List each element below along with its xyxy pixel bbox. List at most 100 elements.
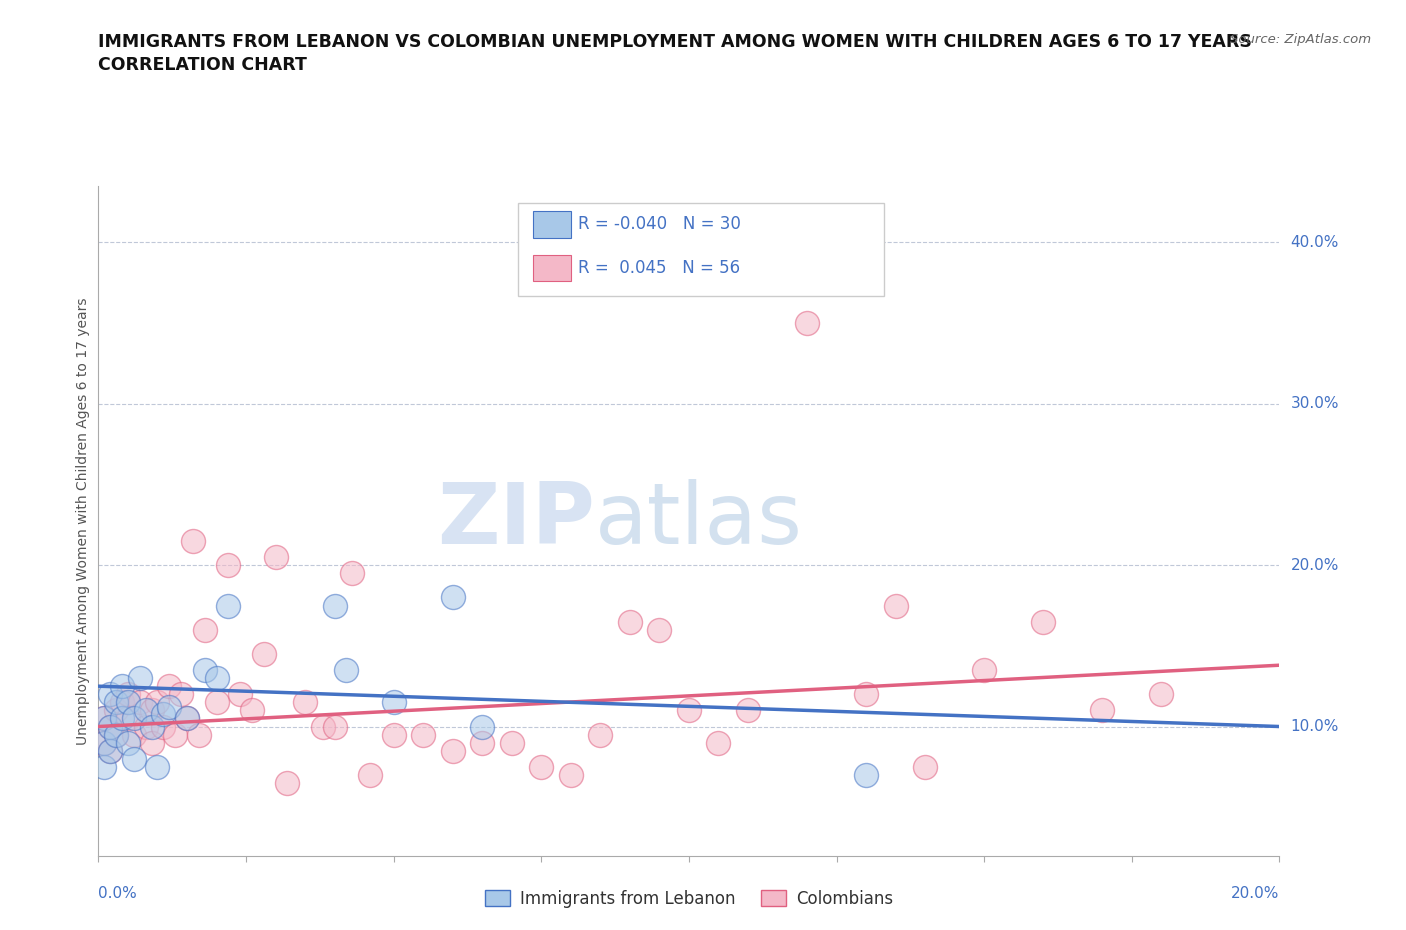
Point: [973, 662, 995, 677]
Point: [105, 695, 128, 710]
Point: [471, 736, 494, 751]
Point: [501, 736, 523, 751]
Point: [707, 736, 730, 751]
Point: [589, 727, 612, 742]
Point: [93, 711, 115, 726]
Point: [1091, 703, 1114, 718]
Point: [135, 719, 157, 734]
Point: [1150, 687, 1173, 702]
Point: [93, 760, 115, 775]
Point: [382, 727, 405, 742]
Point: [264, 550, 287, 565]
Text: 20.0%: 20.0%: [1291, 558, 1339, 573]
Text: CORRELATION CHART: CORRELATION CHART: [98, 56, 308, 73]
Point: [105, 727, 128, 742]
Point: [98, 743, 121, 758]
Point: [146, 760, 169, 775]
Point: [157, 699, 180, 714]
Point: [194, 622, 217, 637]
Point: [312, 719, 335, 734]
Point: [146, 695, 169, 710]
Point: [194, 662, 217, 677]
Point: [323, 598, 346, 613]
Point: [412, 727, 434, 742]
Point: [170, 687, 193, 702]
Point: [914, 760, 936, 775]
Point: [276, 776, 298, 790]
Point: [98, 719, 121, 734]
Text: 10.0%: 10.0%: [1291, 719, 1339, 734]
Point: [1032, 614, 1054, 629]
Point: [165, 727, 187, 742]
Point: [98, 687, 121, 702]
Point: [855, 687, 877, 702]
Point: [855, 767, 877, 782]
FancyBboxPatch shape: [517, 203, 884, 297]
Text: 20.0%: 20.0%: [1232, 886, 1279, 901]
Point: [122, 727, 145, 742]
Y-axis label: Unemployment Among Women with Children Ages 6 to 17 years: Unemployment Among Women with Children A…: [76, 297, 90, 745]
Point: [128, 671, 150, 685]
Point: [382, 695, 405, 710]
Point: [117, 695, 139, 710]
Point: [135, 703, 157, 718]
Point: [205, 695, 228, 710]
Point: [335, 662, 357, 677]
Point: [441, 590, 464, 604]
Point: [187, 727, 209, 742]
Point: [98, 743, 121, 758]
Point: [117, 687, 139, 702]
FancyBboxPatch shape: [533, 255, 571, 281]
Text: atlas: atlas: [595, 479, 803, 563]
Point: [122, 751, 145, 766]
Text: 40.0%: 40.0%: [1291, 235, 1339, 250]
Point: [884, 598, 907, 613]
FancyBboxPatch shape: [533, 211, 571, 237]
Point: [217, 558, 239, 573]
Point: [359, 767, 381, 782]
Point: [152, 719, 174, 734]
Point: [294, 695, 316, 710]
Point: [111, 679, 134, 694]
Point: [441, 743, 464, 758]
Point: [323, 719, 346, 734]
Point: [205, 671, 228, 685]
Point: [93, 711, 115, 726]
Text: Source: ZipAtlas.com: Source: ZipAtlas.com: [1230, 33, 1371, 46]
Point: [342, 565, 364, 580]
Point: [141, 736, 163, 751]
Point: [93, 736, 115, 751]
Point: [122, 711, 145, 726]
Legend: Immigrants from Lebanon, Colombians: Immigrants from Lebanon, Colombians: [478, 883, 900, 914]
Point: [648, 622, 671, 637]
Point: [181, 534, 204, 549]
Point: [229, 687, 252, 702]
Point: [128, 695, 150, 710]
Point: [240, 703, 263, 718]
Point: [111, 711, 134, 726]
Point: [560, 767, 582, 782]
Text: IMMIGRANTS FROM LEBANON VS COLOMBIAN UNEMPLOYMENT AMONG WOMEN WITH CHILDREN AGES: IMMIGRANTS FROM LEBANON VS COLOMBIAN UNE…: [98, 33, 1253, 50]
Point: [117, 711, 139, 726]
Point: [141, 703, 163, 718]
Text: R =  0.045   N = 56: R = 0.045 N = 56: [578, 259, 740, 277]
Point: [117, 736, 139, 751]
Text: ZIP: ZIP: [437, 479, 595, 563]
Point: [619, 614, 641, 629]
Point: [157, 679, 180, 694]
Text: 30.0%: 30.0%: [1291, 396, 1339, 411]
Point: [678, 703, 700, 718]
Point: [105, 703, 128, 718]
Point: [737, 703, 759, 718]
Point: [98, 719, 121, 734]
Point: [796, 315, 818, 330]
Point: [141, 719, 163, 734]
Point: [530, 760, 553, 775]
Point: [111, 695, 134, 710]
Point: [471, 719, 494, 734]
Point: [253, 646, 276, 661]
Point: [152, 706, 174, 721]
Point: [176, 711, 198, 726]
Text: 0.0%: 0.0%: [98, 886, 138, 901]
Text: R = -0.040   N = 30: R = -0.040 N = 30: [578, 215, 741, 233]
